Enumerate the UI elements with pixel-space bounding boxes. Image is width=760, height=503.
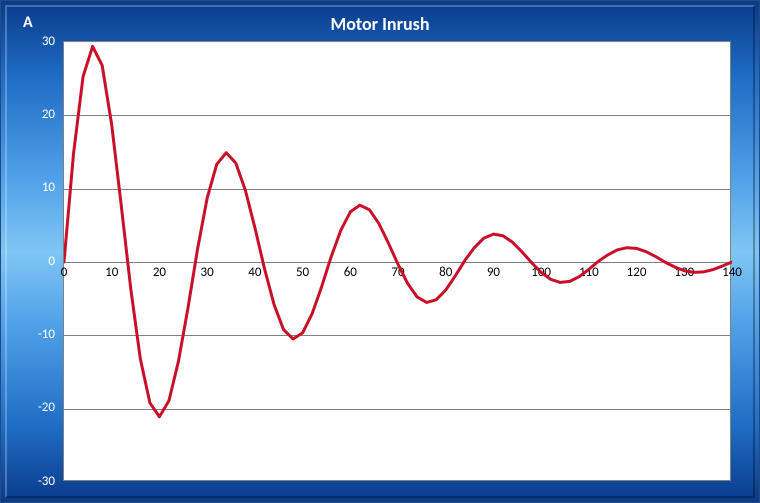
y-tick-label: 30 <box>1 34 55 49</box>
y-tick-label: 0 <box>1 254 55 269</box>
chart-title: Motor Inrush <box>1 13 759 35</box>
y-tick-label: -20 <box>1 400 55 415</box>
y-tick-label: 10 <box>1 180 55 195</box>
series-line <box>64 46 732 416</box>
plot-area: 0102030405060708090100110120130140 <box>63 41 731 481</box>
y-tick-label: 20 <box>1 107 55 122</box>
series-svg <box>64 42 732 482</box>
chart-frame: A Motor Inrush 0102030405060708090100110… <box>0 0 760 503</box>
y-tick-label: -30 <box>1 474 55 489</box>
y-tick-label: -10 <box>1 327 55 342</box>
